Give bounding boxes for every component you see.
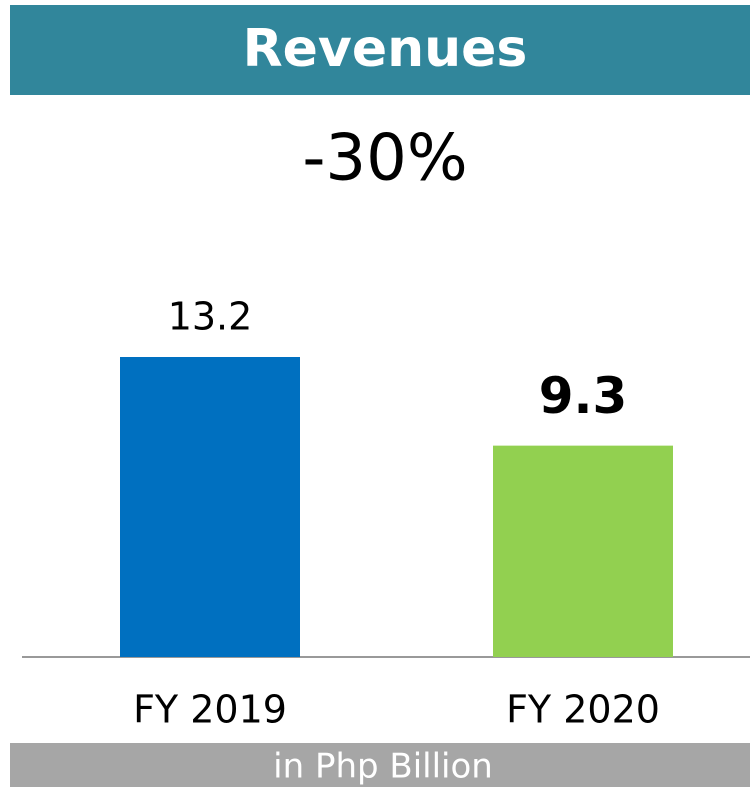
- note: in Php Billion: [273, 747, 493, 787]
- bar: [493, 445, 673, 657]
- value-label: 9.3: [539, 367, 628, 425]
- chart-title: Revenues: [243, 19, 528, 79]
- x-tick-label: FY 2019: [133, 688, 287, 732]
- bar: [120, 357, 300, 657]
- x-tick-label: FY 2020: [506, 688, 660, 732]
- note-band: [10, 743, 750, 787]
- value-label: 13.2: [168, 295, 253, 339]
- header-band: [10, 5, 750, 95]
- annotation: -30%: [302, 122, 467, 196]
